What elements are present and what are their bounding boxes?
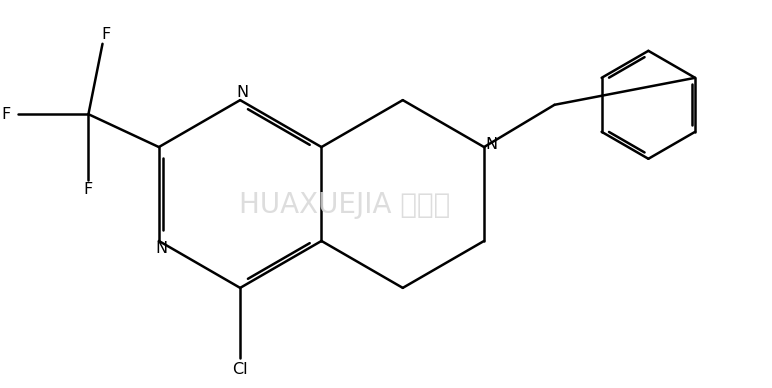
- Text: N: N: [155, 241, 167, 256]
- Text: Cl: Cl: [232, 362, 248, 377]
- Text: F: F: [84, 182, 93, 197]
- Text: F: F: [2, 107, 11, 122]
- Text: F: F: [101, 27, 110, 42]
- Text: HUAXUEJIA 化学加: HUAXUEJIA 化学加: [239, 191, 450, 219]
- Text: N: N: [236, 85, 249, 100]
- Text: N: N: [486, 137, 497, 152]
